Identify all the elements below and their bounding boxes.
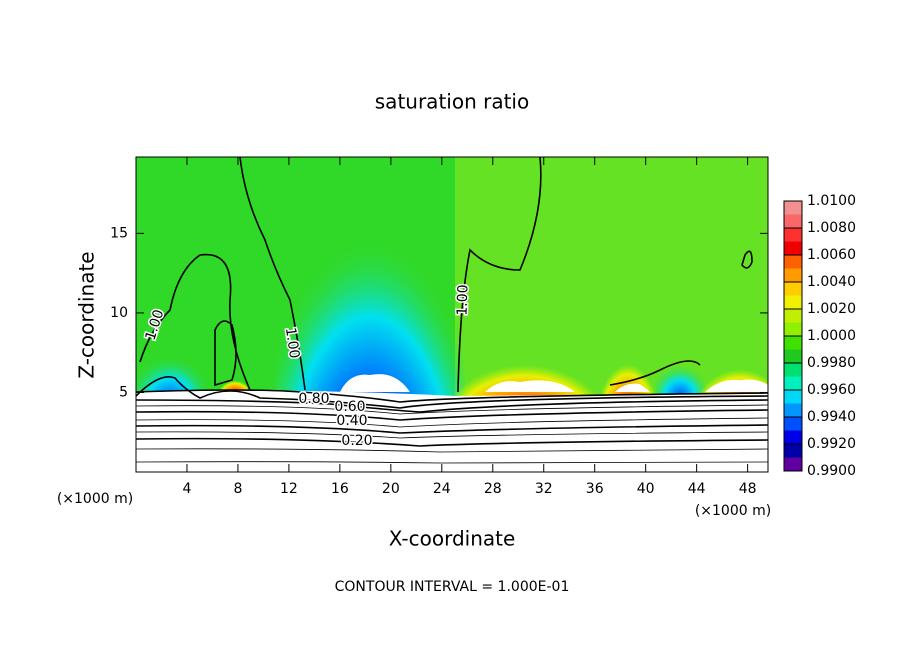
x-tick-label: 32 [535,481,553,497]
contour-label: 1.00 [454,284,471,316]
contour-label: 0.20 [341,433,372,449]
colorbar-tick-label: 1.0100 [807,193,856,209]
footer: CONTOUR INTERVAL = 1.000E-01 [335,579,570,595]
x-tick-label: 44 [688,481,706,497]
colorbar-band [784,336,802,350]
colorbar-tick-label: 0.9940 [807,409,856,425]
colorbar-band [784,309,802,323]
x-tick-label: 48 [739,481,757,497]
colorbar-band [784,201,802,215]
colorbar-tick-label: 1.0000 [807,328,856,344]
contour-label: 0.60 [334,399,365,415]
colorbar-band [784,228,802,242]
colorbar-band [784,349,802,364]
colorbar-tick-label: 0.9920 [807,436,856,452]
x-tick-label: 36 [586,481,604,497]
colorbar-tick-label: 1.0060 [807,247,856,263]
colorbar-band [784,376,802,391]
y-unit: (×1000 m) [57,491,133,507]
field [136,157,768,472]
colorbar-band [784,417,802,431]
colorbar-tick-label: 0.9980 [807,355,856,371]
x-tick-label: 40 [637,481,655,497]
x-tick-label: 24 [433,481,451,497]
colorbar-band [784,241,802,256]
colorbar-tick-label: 1.0080 [807,220,856,236]
colorbar-band [784,363,802,377]
y-tick-label: 15 [110,225,128,241]
colorbar-band [784,444,802,458]
colorbar-band [784,403,802,418]
y-axis-label: Z-coordinate [75,251,99,378]
y-tick-label: 5 [119,384,128,400]
y-tick-label: 10 [110,305,128,321]
colorbar-band [784,390,802,404]
x-unit: (×1000 m) [695,503,771,519]
colorbar-tick-label: 1.0040 [807,274,856,290]
colorbar-band [784,268,802,283]
x-tick-label: 4 [183,481,192,497]
x-tick-label: 8 [233,481,242,497]
colorbar-band [784,295,802,310]
contour-label: 1.00 [282,326,302,359]
x-tick-label: 16 [331,481,349,497]
colorbar-tick-label: 0.9900 [807,463,856,479]
x-tick-label: 28 [484,481,502,497]
colorbar-tick-label: 0.9960 [807,382,856,398]
chart-title: saturation ratio [375,90,529,114]
colorbar-band [784,457,802,472]
contour-label: 0.40 [336,413,367,429]
colorbar-band [784,282,802,296]
x-tick-label: 12 [280,481,298,497]
colorbar-tick-label: 1.0020 [807,301,856,317]
colorbar-band [784,322,802,337]
colorbar-band [784,255,802,269]
plot-frame [135,156,769,473]
colorbar-band [784,214,802,229]
contour-label: 0.80 [298,391,329,407]
x-axis-label: X-coordinate [389,527,516,551]
colorbar-band [784,430,802,445]
x-tick-label: 20 [382,481,400,497]
